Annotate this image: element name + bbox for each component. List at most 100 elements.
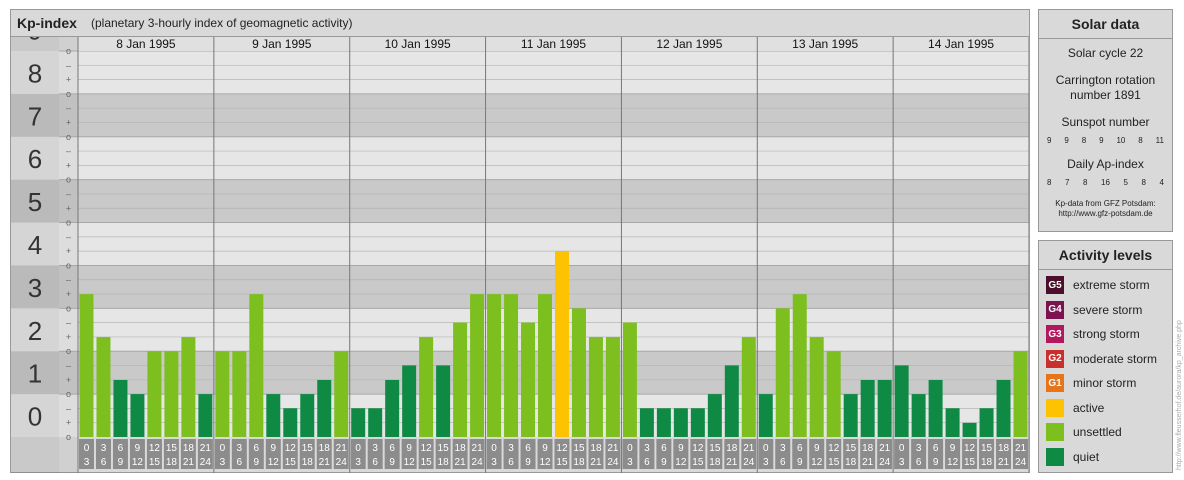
ap-value: 16 bbox=[1101, 178, 1110, 187]
hour-start-label: 15 bbox=[573, 443, 585, 454]
hour-start-label: 21 bbox=[200, 443, 212, 454]
minor-tick-label: + bbox=[66, 289, 71, 299]
kp-bar bbox=[724, 365, 739, 437]
hour-box bbox=[231, 439, 247, 469]
hour-start-label: 0 bbox=[84, 443, 90, 454]
activity-level-item: G1 minor storm bbox=[1039, 371, 1172, 396]
activity-levels-header: Activity levels bbox=[1039, 241, 1172, 270]
hour-end-label: 18 bbox=[302, 457, 314, 468]
level-swatch: G3 bbox=[1046, 325, 1064, 344]
hour-box bbox=[401, 439, 417, 469]
hour-end-label: 12 bbox=[675, 457, 687, 468]
minor-axis-strip bbox=[59, 37, 78, 473]
kp-bar bbox=[181, 337, 196, 437]
minor-tick-label: – bbox=[66, 318, 71, 328]
minor-tick-label: + bbox=[66, 160, 71, 170]
level-swatch: G4 bbox=[1046, 300, 1064, 319]
kp-bar bbox=[605, 337, 620, 437]
hour-start-label: 21 bbox=[472, 443, 484, 454]
hour-end-label: 15 bbox=[964, 457, 976, 468]
level-label: minor storm bbox=[1073, 376, 1137, 391]
kp-bar bbox=[385, 379, 400, 437]
hour-box bbox=[435, 439, 451, 469]
hour-box bbox=[554, 439, 570, 469]
hour-start-label: 18 bbox=[455, 443, 467, 454]
hour-start-label: 18 bbox=[319, 443, 331, 454]
minor-tick-label: + bbox=[66, 203, 71, 213]
kp-bar bbox=[283, 408, 298, 437]
minor-tick-label: o bbox=[66, 303, 71, 313]
kp-band-5 bbox=[11, 179, 1029, 223]
kp-bar bbox=[147, 351, 162, 437]
day-label: 13 Jan 1995 bbox=[792, 37, 858, 51]
hour-box bbox=[979, 439, 995, 469]
kp-band-2 bbox=[11, 308, 1029, 352]
carrington-rotation: Carrington rotation number 1891 bbox=[1055, 73, 1156, 102]
level-swatch bbox=[1046, 447, 1064, 466]
kp-bar bbox=[317, 379, 332, 437]
kp-bar bbox=[588, 337, 603, 437]
hour-box bbox=[299, 439, 315, 469]
hour-end-label: 9 bbox=[254, 457, 260, 468]
kp-bar bbox=[894, 365, 909, 437]
hour-box bbox=[214, 439, 230, 469]
kp-bar-chart: 0123456789o+o+–o+–o+–o+–o+–o+–o+–o+–o–8 … bbox=[11, 37, 1029, 473]
hour-start-label: 6 bbox=[525, 443, 531, 454]
y-tick-label: 6 bbox=[28, 144, 42, 174]
hour-box bbox=[894, 439, 910, 469]
chart-title: Kp-index bbox=[17, 15, 77, 31]
hour-box bbox=[605, 439, 621, 469]
hour-end-label: 24 bbox=[743, 457, 755, 468]
level-swatch: G2 bbox=[1046, 349, 1064, 368]
hour-end-label: 21 bbox=[455, 457, 467, 468]
hour-start-label: 9 bbox=[950, 443, 956, 454]
hour-start-label: 3 bbox=[237, 443, 243, 454]
minor-tick-label: – bbox=[66, 232, 71, 242]
hour-end-label: 21 bbox=[862, 457, 874, 468]
hour-start-label: 3 bbox=[644, 443, 650, 454]
hour-box bbox=[826, 439, 842, 469]
day-label: 10 Jan 1995 bbox=[385, 37, 451, 51]
hour-end-label: 12 bbox=[404, 457, 416, 468]
level-label: extreme storm bbox=[1073, 278, 1150, 293]
hour-box bbox=[690, 439, 706, 469]
hour-start-label: 12 bbox=[421, 443, 433, 454]
hour-start-label: 3 bbox=[508, 443, 514, 454]
hour-start-label: 21 bbox=[336, 443, 348, 454]
hour-end-label: 21 bbox=[726, 457, 738, 468]
hour-end-label: 24 bbox=[879, 457, 891, 468]
kp-bar bbox=[962, 422, 977, 437]
activity-level-item: quiet bbox=[1039, 445, 1172, 470]
hour-start-label: 12 bbox=[692, 443, 704, 454]
day-label: 14 Jan 1995 bbox=[928, 37, 994, 51]
hour-start-label: 0 bbox=[763, 443, 769, 454]
kp-bar bbox=[232, 351, 247, 437]
hour-box bbox=[418, 439, 434, 469]
kp-band-3 bbox=[11, 265, 1029, 309]
day-header-band bbox=[78, 37, 1029, 51]
hour-end-label: 3 bbox=[763, 457, 769, 468]
kp-bar bbox=[555, 251, 569, 437]
hour-box bbox=[724, 439, 740, 469]
hour-box bbox=[911, 439, 927, 469]
minor-tick-label: o bbox=[66, 346, 71, 356]
hour-box bbox=[588, 439, 604, 469]
hour-end-label: 6 bbox=[916, 457, 922, 468]
kp-bar bbox=[419, 337, 434, 437]
hour-start-label: 6 bbox=[661, 443, 667, 454]
kp-bar bbox=[860, 379, 875, 437]
ap-value: 4 bbox=[1159, 178, 1164, 187]
hour-box bbox=[962, 439, 978, 469]
hour-end-label: 12 bbox=[268, 457, 280, 468]
kp-bar bbox=[215, 351, 230, 437]
hour-end-label: 3 bbox=[899, 457, 905, 468]
kp-bar bbox=[979, 408, 994, 437]
sunspot-value: 9 bbox=[1064, 136, 1069, 145]
hour-end-label: 9 bbox=[389, 457, 395, 468]
kp-bar bbox=[113, 379, 128, 437]
minor-tick-label: – bbox=[66, 146, 71, 156]
hour-start-label: 3 bbox=[372, 443, 378, 454]
hour-start-label: 15 bbox=[166, 443, 178, 454]
hour-start-label: 3 bbox=[780, 443, 786, 454]
hour-start-label: 0 bbox=[899, 443, 905, 454]
